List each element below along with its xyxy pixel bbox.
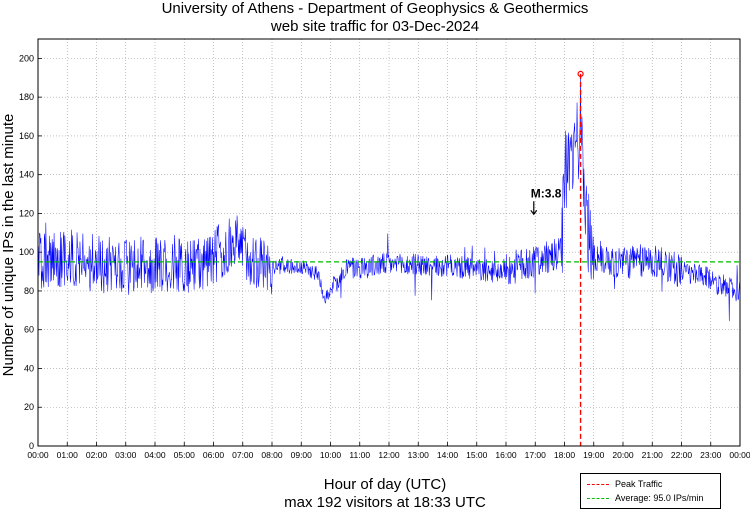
x-tick-label: 18:00 [554, 450, 576, 460]
series-layer [37, 73, 741, 322]
y-tick-label: 80 [24, 286, 34, 296]
y-tick-label: 0 [29, 441, 34, 451]
x-tick-label: 14:00 [437, 450, 459, 460]
chart-title: University of Athens - Department of Geo… [162, 0, 589, 17]
x-tick-label: 07:00 [232, 450, 254, 460]
x-tick-label: 13:00 [408, 450, 430, 460]
x-tick-label: 21:00 [642, 450, 664, 460]
x-axis-label: Hour of day (UTC) [323, 476, 447, 493]
chart-subtitle: web site traffic for 03-Dec-2024 [270, 18, 479, 35]
x-tick-label: 03:00 [115, 450, 137, 460]
x-tick-label: 04:00 [144, 450, 166, 460]
y-tick-label: 120 [19, 208, 34, 218]
x-tick-label: 00:00 [27, 450, 49, 460]
y-tick-label: 160 [19, 131, 34, 141]
annotations: M:3.8 [530, 70, 584, 216]
x-tick-label: 02:00 [86, 450, 108, 460]
y-tick-label: 60 [24, 325, 34, 335]
plot-frame [37, 38, 741, 447]
x-tick-label: 19:00 [583, 450, 605, 460]
y-tick-label: 100 [19, 247, 34, 257]
x-tick-label: 20:00 [612, 450, 634, 460]
legend-item-average: Average: 95.0 IPs/min [587, 492, 703, 504]
legend-swatch-peak [587, 483, 609, 485]
legend: Peak Traffic Average: 95.0 IPs/min [580, 473, 721, 509]
series-line [37, 73, 741, 322]
x-axis-ticks: 00:00 01:00 02:00 03:00 04:00 05:00 06:00 07:00… [27, 442, 750, 460]
peak-marker [577, 70, 584, 77]
x-tick-label: 09:00 [291, 450, 313, 460]
legend-item-peak: Peak Traffic [587, 478, 662, 490]
x-tick-label: 01:00 [57, 450, 79, 460]
y-tick-label: 180 [19, 92, 34, 102]
y-tick-label: 140 [19, 170, 34, 180]
legend-label-average: Average: 95.0 IPs/min [615, 493, 704, 503]
y-tick-label: 200 [19, 53, 34, 63]
y-axis-label: Number of unique IPs in the last minute [0, 114, 17, 377]
x-tick-label: 11:00 [349, 450, 370, 460]
x-tick-label: 23:00 [700, 450, 722, 460]
x-tick-label: 15:00 [466, 450, 488, 460]
marker-label: M:3.8 [531, 186, 562, 200]
x-tick-label: 00:00 [729, 450, 750, 460]
y-tick-label: 20 [24, 402, 34, 412]
x-tick-label: 22:00 [671, 450, 693, 460]
y-axis-ticks: 0 20 40 60 80 100 120 140 160 180 200 [19, 53, 42, 451]
x-tick-label: 12:00 [378, 450, 400, 460]
legend-label-peak: Peak Traffic [615, 479, 663, 489]
y-tick-label: 40 [24, 363, 34, 373]
x-tick-label: 17:00 [525, 450, 547, 460]
x-tick-label: 08:00 [261, 450, 283, 460]
reference-lines [38, 73, 740, 446]
x-tick-label: 10:00 [320, 450, 342, 460]
legend-swatch-average [587, 497, 609, 499]
x-tick-label: 16:00 [495, 450, 517, 460]
x-tick-label: 05:00 [174, 450, 196, 460]
marker-arrow [530, 201, 538, 216]
peak-summary: max 192 visitors at 18:33 UTC [284, 494, 486, 511]
x-tick-label: 06:00 [203, 450, 225, 460]
